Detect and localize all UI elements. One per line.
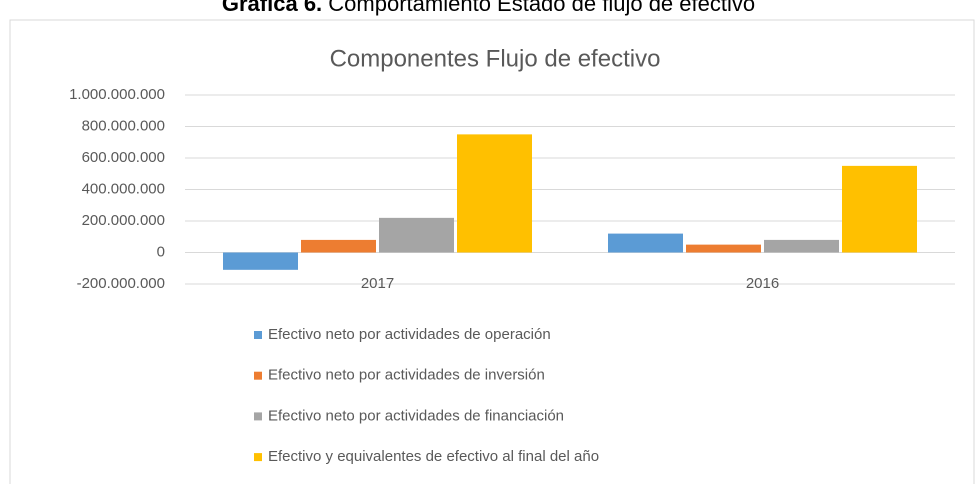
bar [686, 244, 761, 253]
legend-label: Efectivo neto por actividades de inversi… [268, 367, 545, 384]
y-tick-label: 1.000.000.000 [69, 86, 165, 103]
legend-label: Efectivo neto por actividades de financi… [268, 407, 564, 424]
legend-swatch [254, 412, 262, 421]
y-tick-label: 400.000.000 [82, 180, 165, 197]
bar [842, 165, 917, 253]
y-tick-label: 600.000.000 [82, 149, 165, 166]
legend-swatch [254, 331, 262, 339]
x-tick-label: 2016 [746, 275, 779, 292]
bar [608, 233, 683, 253]
y-tick-label: 800.000.000 [82, 117, 165, 134]
caption: Gráfica 6. Comportamiento Estado de fluj… [0, 0, 977, 17]
y-tick-label: 200.000.000 [82, 212, 165, 229]
chart-title: Componentes Flujo de efectivo [330, 45, 661, 72]
bar [223, 252, 298, 270]
bar [457, 134, 532, 253]
y-tick-label: -200.000.000 [77, 275, 165, 292]
legend-swatch [254, 371, 262, 380]
bar [301, 239, 376, 253]
legend-label: Efectivo y equivalentes de efectivo al f… [268, 448, 599, 465]
bar [764, 239, 839, 253]
bar [379, 217, 454, 253]
x-tick-label: 2017 [361, 275, 394, 292]
caption-label: Gráfica 6. [221, 0, 323, 16]
legend-label: Efectivo neto por actividades de operaci… [268, 326, 551, 343]
caption-text: Comportamiento Estado de flujo de efecti… [328, 0, 756, 16]
legend-swatch [254, 453, 262, 462]
y-tick-label: 0 [157, 243, 165, 260]
